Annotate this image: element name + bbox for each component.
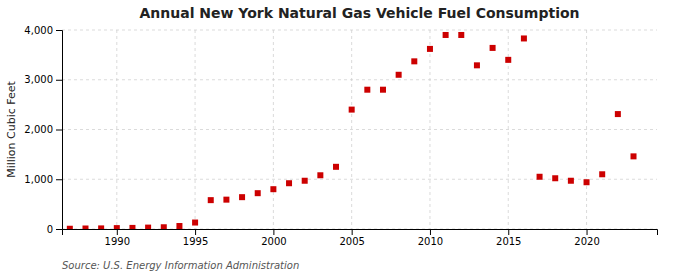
x-tick-mark: [430, 229, 431, 235]
data-point: [411, 58, 417, 64]
data-point: [631, 153, 637, 159]
y-axis-title: Million Cubic Feet: [5, 80, 18, 177]
data-point: [458, 32, 464, 38]
y-tick-mark: [56, 130, 62, 131]
data-point: [364, 87, 370, 93]
grid-line-x: [351, 30, 352, 229]
x-tick: 1995: [183, 229, 208, 247]
data-point: [615, 111, 621, 117]
grid-line-y: [62, 30, 657, 31]
data-point: [67, 226, 73, 229]
data-point: [505, 57, 511, 63]
data-point: [317, 172, 323, 178]
data-point: [286, 180, 292, 186]
y-tick-label: 0: [47, 224, 53, 235]
data-point: [599, 171, 605, 177]
chart-title: Annual New York Natural Gas Vehicle Fuel…: [139, 5, 579, 21]
data-point: [192, 220, 198, 226]
x-tick-label: 2015: [496, 236, 521, 247]
grid-line-y: [62, 129, 657, 130]
data-point: [223, 197, 229, 203]
x-tick-label: 1990: [105, 236, 130, 247]
y-tick-label: 3,000: [24, 74, 53, 85]
y-tick-label: 2,000: [24, 124, 53, 135]
x-tick-label: 2010: [418, 236, 443, 247]
data-point: [521, 35, 527, 41]
grid-line-x: [586, 30, 587, 229]
y-tick-label: 4,000: [24, 25, 53, 36]
data-point: [208, 197, 214, 203]
data-point: [114, 225, 120, 229]
data-point: [255, 190, 261, 196]
data-point: [161, 224, 167, 229]
x-tick-mark: [508, 229, 509, 235]
data-point: [302, 178, 308, 184]
x-tick-mark: [352, 229, 353, 235]
y-tick-label: 1,000: [24, 174, 53, 185]
x-tick: 2015: [496, 229, 521, 247]
x-tick-mark: [117, 229, 118, 235]
data-point: [443, 32, 449, 38]
x-tick-label: 2020: [574, 236, 599, 247]
x-tick-mark: [195, 229, 196, 235]
y-tick: 3,000: [24, 74, 62, 85]
grid: [62, 30, 657, 229]
points: [67, 32, 637, 229]
data-point: [427, 46, 433, 52]
y-tick-mark: [56, 30, 62, 31]
chart-container: 1990 1995 2000 2005 2010 2015 2020 0 1,000 2,000 3…: [0, 0, 675, 275]
data-point: [537, 174, 543, 180]
y-tick-mark: [56, 229, 62, 230]
data-point: [239, 194, 245, 200]
y-tick: 1,000: [24, 174, 62, 185]
data-point: [490, 45, 496, 51]
y-tick-mark: [56, 80, 62, 81]
data-point: [270, 186, 276, 192]
grid-line-y: [62, 179, 657, 180]
grid-line-x: [116, 30, 117, 229]
y-tick: 0: [47, 224, 62, 235]
source-annotation: Source: U.S. Energy Information Administ…: [62, 260, 299, 271]
data-point: [584, 179, 590, 185]
x-tick-label: 2005: [339, 236, 364, 247]
x-tick: 2005: [339, 229, 364, 247]
data-point: [333, 164, 339, 170]
x-tick-mark: [273, 229, 274, 235]
x-tick-mark: [587, 229, 588, 235]
data-point: [349, 107, 355, 113]
plot-area: 1990 1995 2000 2005 2010 2015 2020 0 1,000 2,000 3…: [24, 25, 657, 247]
data-point: [145, 225, 151, 229]
data-point: [98, 225, 104, 229]
chart-svg: 1990 1995 2000 2005 2010 2015 2020 0 1,000 2,000 3…: [0, 0, 675, 275]
y-tick: 4,000: [24, 25, 62, 36]
x-tick-label: 1995: [183, 236, 208, 247]
y-axis: 0 1,000 2,000 3,000 4,000: [24, 25, 62, 235]
data-point: [176, 223, 182, 229]
x-tick: 2020: [574, 229, 599, 247]
data-point: [474, 62, 480, 68]
x-axis-line: [63, 230, 658, 236]
x-tick: 2010: [418, 229, 443, 247]
grid-line-y: [62, 79, 657, 80]
data-point: [129, 225, 135, 229]
data-point: [552, 175, 558, 181]
y-tick-mark: [56, 179, 62, 180]
grid-line-x: [195, 30, 196, 229]
y-tick: 2,000: [24, 124, 62, 135]
x-tick: 2000: [261, 229, 286, 247]
x-axis: 1990 1995 2000 2005 2010 2015 2020: [63, 229, 658, 247]
y-axis-line: [56, 31, 63, 230]
data-point: [568, 178, 574, 184]
grid-line-x: [429, 30, 430, 229]
x-tick: 1990: [105, 229, 130, 247]
x-tick-label: 2000: [261, 236, 286, 247]
data-point: [396, 72, 402, 78]
data-point: [380, 87, 386, 93]
data-point: [82, 226, 88, 229]
grid-line-x: [273, 30, 274, 229]
